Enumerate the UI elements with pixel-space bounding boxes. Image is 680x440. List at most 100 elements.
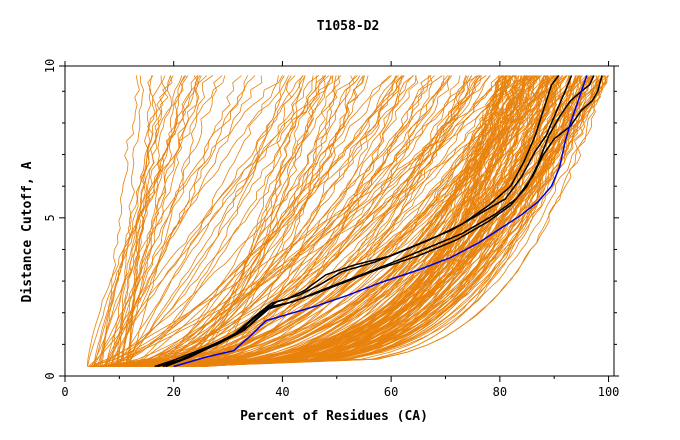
highlighted-curve-black xyxy=(165,75,603,368)
y-tick-label: 5 xyxy=(43,214,57,221)
background-model-curve xyxy=(93,75,173,367)
background-model-curve xyxy=(193,75,505,367)
background-model-curve xyxy=(185,75,341,367)
background-model-curve xyxy=(130,75,482,367)
background-model-curve xyxy=(89,75,528,367)
background-model-curve xyxy=(127,75,482,367)
background-model-curve xyxy=(125,75,332,367)
background-model-curve xyxy=(120,75,606,367)
background-model-curve xyxy=(88,75,304,367)
x-tick-label: 20 xyxy=(166,385,180,399)
background-model-curve xyxy=(136,75,480,367)
background-model-curve xyxy=(104,75,403,367)
background-model-curve xyxy=(167,75,314,367)
background-model-curve xyxy=(180,75,508,367)
background-model-curve xyxy=(88,75,548,367)
background-model-curve xyxy=(118,75,145,367)
plot-frame xyxy=(64,65,615,377)
background-model-curve xyxy=(129,75,588,367)
background-model-curve xyxy=(129,75,167,367)
background-model-curve xyxy=(117,75,337,367)
background-model-curve xyxy=(185,75,525,367)
background-model-curve xyxy=(141,75,583,367)
background-model-curve xyxy=(145,75,542,367)
x-axis-label: Percent of Residues (CA) xyxy=(240,409,428,424)
background-model-curve xyxy=(143,75,398,367)
background-model-curve xyxy=(87,75,199,367)
background-model-curve xyxy=(120,75,189,367)
background-model-curve xyxy=(117,75,533,367)
x-axis-ticks: 0 20 40 60 80 100 xyxy=(61,61,619,399)
chart-title: T1058-D2 xyxy=(317,19,380,34)
background-model-curve xyxy=(159,75,604,367)
background-model-curve xyxy=(115,75,606,367)
background-model-curve xyxy=(158,75,531,367)
background-model-curve xyxy=(150,75,548,367)
background-model-curve xyxy=(191,75,558,367)
background-model-curve xyxy=(166,75,477,367)
background-model-curve xyxy=(105,75,256,367)
background-model-curve xyxy=(100,75,292,367)
background-model-curves xyxy=(86,75,609,367)
background-model-curve xyxy=(167,75,508,367)
highlighted-curve-black xyxy=(154,75,560,368)
background-model-curve xyxy=(128,75,214,367)
y-axis-label: Distance Cutoff, A xyxy=(20,161,35,302)
y-axis-ticks: 0 5 10 xyxy=(43,59,619,380)
background-model-curve xyxy=(191,75,303,367)
y-tick-label: 10 xyxy=(43,59,57,73)
background-model-curve xyxy=(129,75,317,367)
background-model-curve xyxy=(93,75,392,367)
background-model-curve xyxy=(127,75,560,367)
background-model-curve xyxy=(152,75,561,367)
background-model-curve xyxy=(155,75,334,367)
background-model-curve xyxy=(121,75,326,367)
background-model-curve xyxy=(181,75,358,367)
background-model-curve xyxy=(171,75,469,367)
background-model-curve xyxy=(112,75,527,367)
background-model-curve xyxy=(97,75,289,367)
background-model-curve xyxy=(197,75,558,367)
background-model-curve xyxy=(122,75,174,367)
background-model-curve xyxy=(157,75,533,367)
highlighted-curve-blue xyxy=(173,75,588,368)
background-model-curve xyxy=(101,75,140,367)
background-model-curve xyxy=(144,75,481,367)
background-model-curve xyxy=(140,75,461,367)
background-model-curve xyxy=(185,75,581,367)
background-model-curve xyxy=(107,75,500,367)
x-tick-label: 40 xyxy=(275,385,289,399)
background-model-curve xyxy=(167,75,581,367)
background-model-curve xyxy=(190,75,607,367)
x-tick-label: 0 xyxy=(61,385,68,399)
background-model-curve xyxy=(159,75,533,367)
background-model-curve xyxy=(126,75,320,367)
background-model-curve xyxy=(155,75,414,367)
background-model-curve xyxy=(124,75,491,367)
background-model-curve xyxy=(104,75,223,367)
background-model-curve xyxy=(119,75,364,367)
background-model-curve xyxy=(131,75,417,367)
background-model-curve xyxy=(124,75,187,367)
background-model-curve xyxy=(161,75,396,367)
background-model-curve xyxy=(140,75,609,367)
background-model-curve xyxy=(113,75,356,367)
background-model-curve xyxy=(175,75,404,367)
background-model-curve xyxy=(163,75,414,367)
background-model-curve xyxy=(103,75,263,367)
background-model-curve xyxy=(116,75,517,367)
y-tick-label: 0 xyxy=(43,372,57,379)
x-tick-label: 100 xyxy=(598,385,620,399)
background-model-curve xyxy=(181,75,296,367)
highlighted-model-curves xyxy=(154,75,603,368)
x-tick-label: 80 xyxy=(493,385,507,399)
background-model-curve xyxy=(177,75,369,367)
x-tick-label: 60 xyxy=(384,385,398,399)
background-model-curve xyxy=(191,75,502,367)
highlighted-curve-black xyxy=(157,75,573,368)
background-model-curve xyxy=(181,75,433,367)
background-model-curve xyxy=(183,75,533,367)
background-model-curve xyxy=(163,75,540,367)
background-model-curve xyxy=(100,75,171,367)
